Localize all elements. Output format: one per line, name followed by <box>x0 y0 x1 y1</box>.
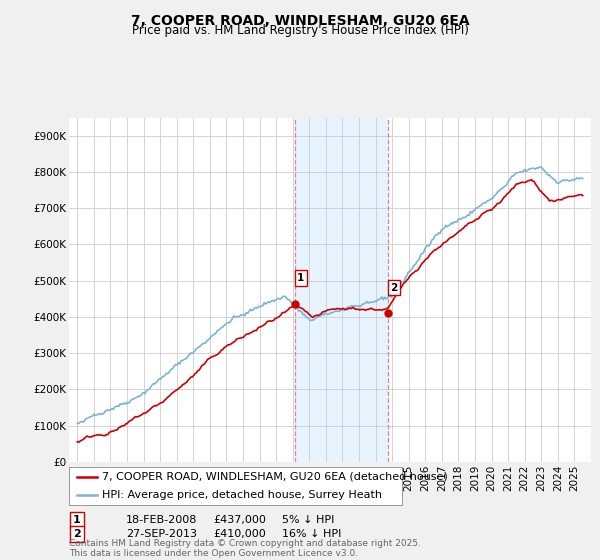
Text: 2: 2 <box>391 283 398 293</box>
Bar <box>295 118 388 462</box>
Text: 27-SEP-2013: 27-SEP-2013 <box>126 529 197 539</box>
Text: HPI: Average price, detached house, Surrey Heath: HPI: Average price, detached house, Surr… <box>103 490 382 500</box>
Text: Price paid vs. HM Land Registry's House Price Index (HPI): Price paid vs. HM Land Registry's House … <box>131 24 469 37</box>
Text: £437,000: £437,000 <box>213 515 266 525</box>
Text: 1: 1 <box>73 515 80 525</box>
Text: 18-FEB-2008: 18-FEB-2008 <box>126 515 197 525</box>
Text: 5% ↓ HPI: 5% ↓ HPI <box>282 515 334 525</box>
Text: 7, COOPER ROAD, WINDLESHAM, GU20 6EA (detached house): 7, COOPER ROAD, WINDLESHAM, GU20 6EA (de… <box>103 472 448 482</box>
Text: 7, COOPER ROAD, WINDLESHAM, GU20 6EA: 7, COOPER ROAD, WINDLESHAM, GU20 6EA <box>131 14 469 28</box>
Text: 2: 2 <box>73 529 80 539</box>
Text: 1: 1 <box>297 273 304 283</box>
Text: Contains HM Land Registry data © Crown copyright and database right 2025.
This d: Contains HM Land Registry data © Crown c… <box>69 539 421 558</box>
Text: £410,000: £410,000 <box>213 529 266 539</box>
Text: 16% ↓ HPI: 16% ↓ HPI <box>282 529 341 539</box>
